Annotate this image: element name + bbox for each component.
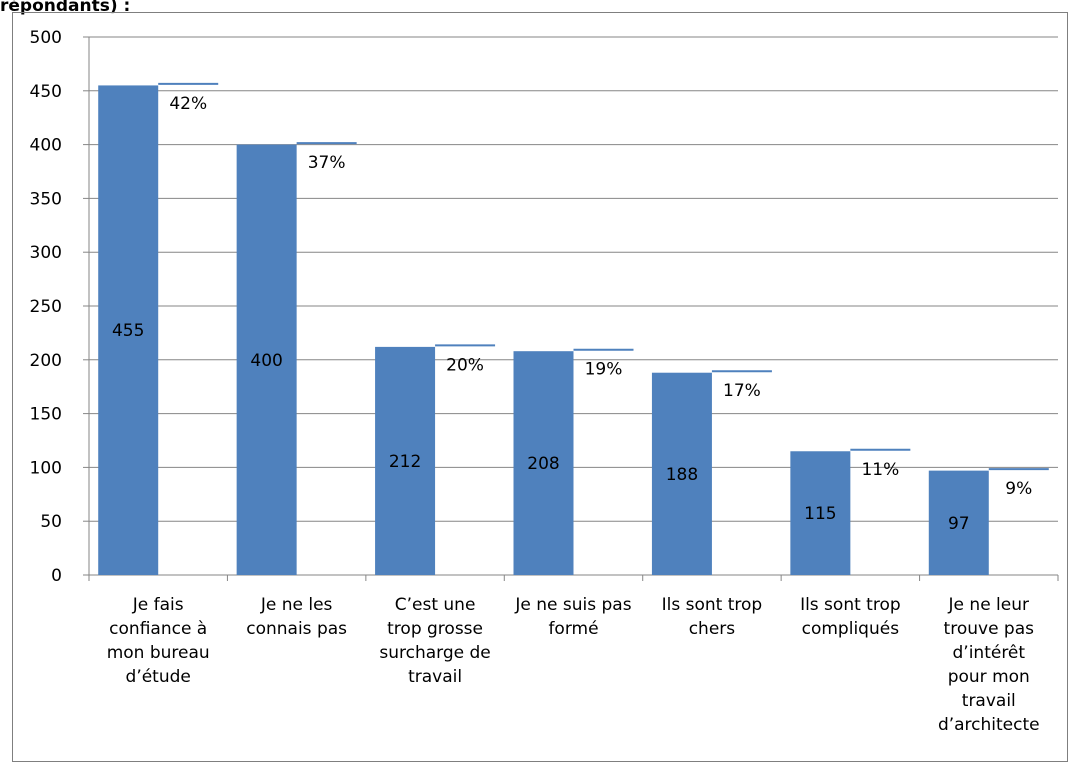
x-category-label: d’étude: [126, 667, 191, 687]
bar: [513, 351, 574, 575]
bar-value-label: 115: [804, 504, 836, 524]
x-category-label: pour mon: [948, 667, 1030, 687]
x-category-label: compliqués: [802, 619, 900, 639]
x-category-label: surcharge de: [379, 643, 490, 663]
x-category-label: travail: [962, 691, 1016, 711]
x-category-label: formé: [548, 619, 598, 639]
x-category-label: Ils sont trop: [800, 595, 901, 615]
x-category-label: trop grosse: [387, 619, 483, 639]
x-category-label: trouve pas: [944, 619, 1035, 639]
x-category-label: Ils sont trop: [662, 595, 763, 615]
bar-value-label: 400: [250, 351, 282, 371]
percent-label: 11%: [861, 460, 899, 480]
bar-value-label: 208: [527, 454, 559, 474]
y-tick-label: 0: [51, 566, 62, 586]
y-tick-label: 500: [30, 28, 62, 48]
y-tick-label: 150: [30, 405, 62, 425]
x-category-label: connais pas: [246, 619, 347, 639]
percent-label: 19%: [585, 360, 623, 380]
x-category-label: C’est une: [395, 595, 476, 615]
x-category-label: travail: [408, 667, 462, 687]
y-tick-label: 350: [30, 189, 62, 209]
bar: [651, 372, 712, 575]
bar-value-label: 455: [112, 321, 144, 341]
bar: [790, 451, 851, 575]
percent-label: 37%: [308, 153, 346, 173]
y-tick-label: 250: [30, 297, 62, 317]
percent-label: 20%: [446, 355, 484, 375]
y-tick-label: 400: [30, 136, 62, 156]
bar: [375, 346, 436, 575]
x-category-label: confiance à: [109, 619, 207, 639]
y-tick-label: 200: [30, 351, 62, 371]
bar: [98, 85, 159, 576]
x-category-label: Je ne les: [260, 595, 333, 615]
x-category-label: Je ne suis pas: [514, 595, 631, 615]
bar: [928, 470, 989, 575]
percent-label: 17%: [723, 381, 761, 401]
percent-label: 9%: [1005, 479, 1032, 499]
bar: [236, 144, 297, 575]
y-tick-label: 300: [30, 243, 62, 263]
x-category-label: mon bureau: [107, 643, 210, 663]
bar-value-label: 97: [948, 514, 970, 534]
y-tick-label: 50: [40, 512, 62, 532]
x-category-label: d’intérêt: [953, 643, 1026, 663]
x-category-label: d’architecte: [938, 715, 1040, 735]
y-tick-label: 450: [30, 82, 62, 102]
y-tick-label: 100: [30, 458, 62, 478]
x-category-label: Je ne leur: [948, 595, 1029, 615]
bar-value-label: 188: [666, 465, 698, 485]
x-category-label: chers: [689, 619, 736, 639]
percent-label: 42%: [169, 94, 207, 114]
x-category-label: Je fais: [132, 595, 184, 615]
bar-value-label: 212: [389, 452, 421, 472]
